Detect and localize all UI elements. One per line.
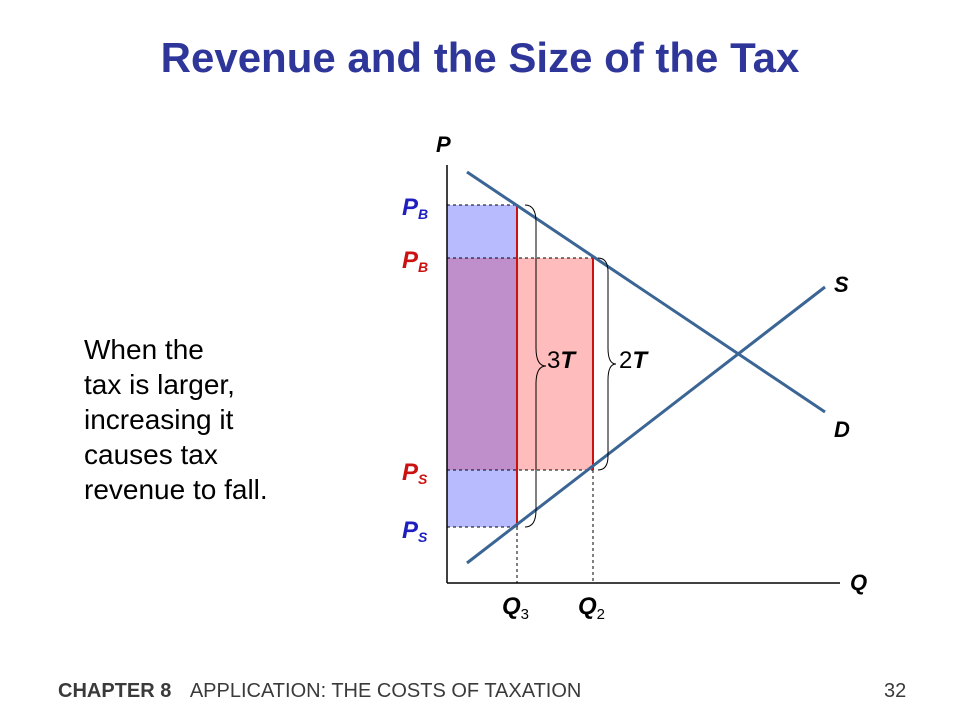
brace-small-tax (597, 257, 617, 471)
quantity-label-q2: Q2 (578, 593, 605, 623)
supply-label: S (834, 272, 849, 297)
y-axis-label: P (436, 132, 451, 157)
explanation-line: When the (84, 334, 204, 365)
slide-title: Revenue and the Size of the Tax (160, 34, 800, 81)
tax-label-2t: 2T (619, 347, 649, 374)
explanation-line: causes tax (84, 439, 218, 470)
supply-curve (466, 285, 826, 565)
price-label-buyer-small-tax: PB (402, 247, 428, 275)
tax-label-3t: 3T (547, 347, 577, 374)
footer: CHAPTER 8 APPLICATION: THE COSTS OF TAXA… (58, 680, 581, 703)
explanation-text: When the tax is larger, increasing it ca… (84, 332, 344, 507)
footer-chapter: CHAPTER 8 (58, 680, 172, 702)
demand-label: D (834, 417, 850, 442)
revenue-area-small-tax (517, 258, 593, 470)
price-label-seller-small-tax: PS (402, 459, 428, 487)
page-number: 32 (884, 680, 907, 702)
footer-title: APPLICATION: THE COSTS OF TAXATION (189, 680, 582, 702)
explanation-line: revenue to fall. (84, 474, 268, 505)
explanation-line: tax is larger, (84, 369, 235, 400)
x-axis-label: Q (850, 570, 867, 595)
price-label-buyer-large-tax: PB (402, 194, 428, 222)
demand-curve (466, 170, 826, 414)
price-label-seller-large-tax: PS (402, 517, 428, 545)
revenue-area-overlap (447, 258, 517, 470)
quantity-label-q3: Q3 (502, 593, 529, 623)
explanation-line: increasing it (84, 404, 234, 435)
brace-large-tax (524, 204, 547, 528)
